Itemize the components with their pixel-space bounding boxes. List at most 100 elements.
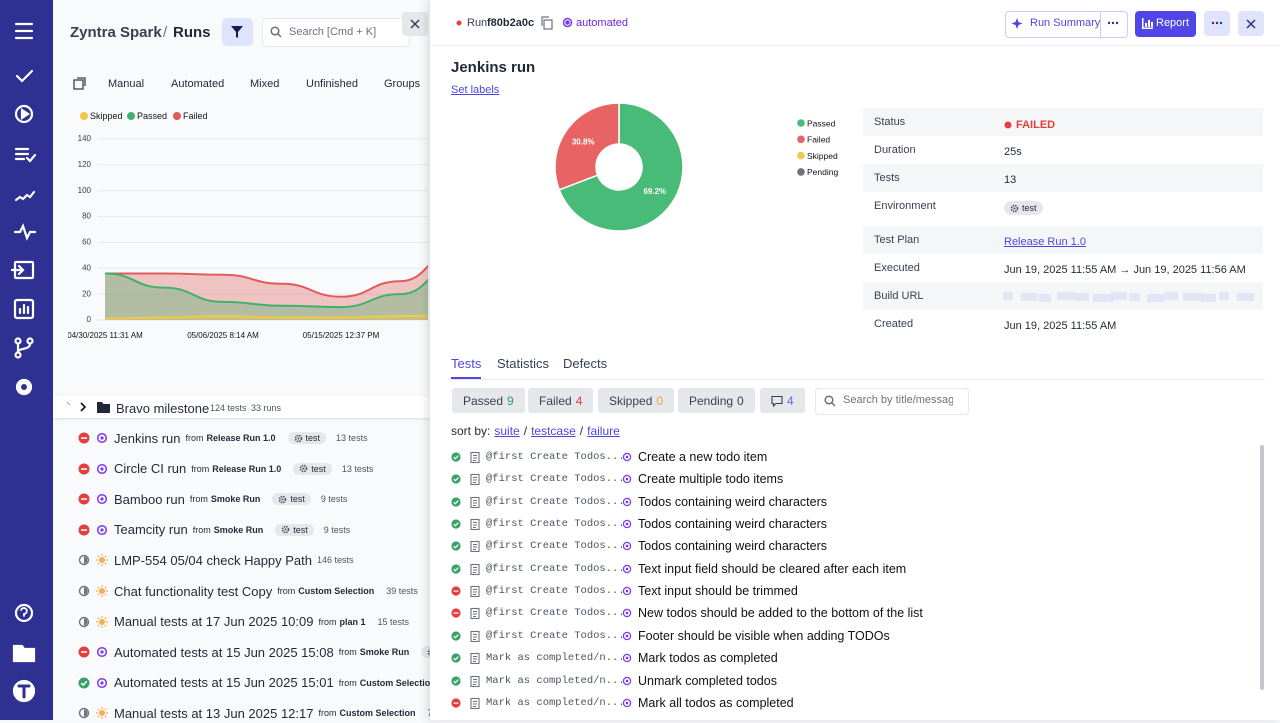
filter-chip[interactable]: Pending0	[678, 388, 755, 413]
blurred-url	[1075, 293, 1089, 301]
run-row[interactable]: Manual tests at 17 Jun 2025 10:09frompla…	[78, 612, 430, 632]
detail-value: Jun 19, 2025 11:55 AM → Jun 19, 2025 11:…	[1004, 264, 1246, 276]
tab[interactable]: Groups	[384, 78, 420, 90]
filter-count: 0	[737, 394, 744, 408]
icon-shape	[471, 520, 479, 530]
set-labels[interactable]: Set labels	[451, 84, 499, 96]
icon-shape	[100, 651, 103, 654]
icon-shape	[81, 468, 87, 470]
detail-value: Jun 19, 2025 11:55 AM	[1004, 320, 1116, 332]
test-suite: @first Create Todos...	[486, 451, 622, 463]
icon-shape	[473, 523, 477, 528]
test-row[interactable]: @first Create Todos...Create multiple to…	[451, 469, 1251, 489]
run-row[interactable]: Circle CI runfromRelease Run 1.0test13 t…	[78, 459, 430, 479]
tab[interactable]: Unfinished	[306, 78, 358, 90]
y-tick-label: 80	[82, 212, 91, 221]
test-tab[interactable]: Tests	[451, 356, 481, 371]
test-row[interactable]: @first Create Todos...Create a new todo …	[451, 447, 1251, 467]
run-row[interactable]: LMP-554 05/04 check Happy Path146 tests	[78, 550, 430, 570]
run-name: Bamboo run	[114, 492, 185, 507]
test-row[interactable]: @first Create Todos...Text input field s…	[451, 559, 1251, 579]
run-row[interactable]: Manual tests at 13 Jun 2025 12:17fromCus…	[78, 703, 430, 723]
filter-chip[interactable]: Failed4	[528, 388, 593, 413]
icon-shape	[451, 519, 460, 528]
manual-icon	[96, 616, 108, 628]
run-row[interactable]: Chat functionality test CopyfromCustom S…	[78, 581, 430, 601]
scrollbar	[1260, 445, 1264, 690]
filter-chip[interactable]: Passed9	[452, 388, 525, 413]
run-row[interactable]: Automated tests at 15 Jun 2025 15:08from…	[78, 642, 430, 662]
milestone-icons	[66, 400, 112, 414]
run-name: Jenkins run	[114, 431, 180, 446]
passed-icon	[451, 564, 461, 574]
test-row[interactable]: Mark as completed/n...Mark todos as comp…	[451, 648, 1251, 668]
search-icon	[270, 26, 282, 38]
test-row[interactable]: @first Create Todos...Footer should be v…	[451, 626, 1251, 646]
detail-row	[863, 136, 1263, 164]
test-row[interactable]: Mark as completed/n...Mark all todos as …	[451, 693, 1251, 713]
x-tick-label: 05/06/2025 8:14 AM	[187, 331, 259, 340]
y-tick-label: 100	[78, 186, 92, 195]
detail-label: Status	[874, 116, 905, 128]
run-row[interactable]: Jenkins runfromRelease Run 1.0test13 tes…	[78, 428, 430, 448]
test-tab[interactable]: Defects	[563, 356, 607, 371]
icon-shape	[100, 467, 103, 470]
manual-icon	[96, 585, 108, 597]
detail-link[interactable]: Release Run 1.0	[1004, 236, 1086, 248]
copy-icon[interactable]	[540, 16, 553, 30]
automated-icon	[622, 653, 632, 663]
run-name: Teamcity run	[114, 522, 188, 537]
tag-label: test	[306, 433, 321, 443]
icon-shape	[473, 612, 477, 617]
filter-chip[interactable]: Skipped0	[598, 388, 674, 413]
test-row[interactable]: Mark as completed/n...Unmark completed t…	[451, 671, 1251, 691]
detail-label: Executed	[874, 262, 920, 274]
legend-dot	[127, 112, 135, 120]
icon-shape	[99, 557, 105, 563]
filter-count: 4	[576, 394, 583, 408]
test-tab[interactable]: Statistics	[497, 356, 549, 371]
run-row[interactable]: Bamboo runfromSmoke Runtest9 tests	[78, 489, 430, 509]
clip-icon	[469, 563, 481, 575]
test-suite: Mark as completed/n...	[486, 697, 622, 709]
tag: test	[272, 493, 311, 505]
icon-shape	[99, 588, 105, 594]
y-tick-label: 60	[82, 238, 91, 247]
test-row[interactable]: @first Create Todos...Text input should …	[451, 581, 1251, 601]
icon-shape	[473, 545, 477, 550]
test-row[interactable]: @first Create Todos...New todos should b…	[451, 603, 1251, 623]
icon-shape	[285, 529, 287, 531]
clip-icon	[469, 630, 481, 642]
test-row[interactable]: @first Create Todos...Todos containing w…	[451, 492, 1251, 512]
run-tests: 9 tests	[324, 525, 351, 535]
sort-separator: /	[580, 424, 583, 438]
clip-icon	[469, 473, 481, 485]
run-row[interactable]: Automated tests at 15 Jun 2025 15:01from…	[78, 673, 430, 693]
sort-option[interactable]: suite	[494, 424, 519, 438]
test-row[interactable]: @first Create Todos...Todos containing w…	[451, 514, 1251, 534]
detail-label: Tests	[874, 172, 900, 184]
failed-icon	[78, 463, 90, 475]
tab[interactable]: Automated	[171, 78, 224, 90]
clip-icon	[469, 585, 481, 597]
sort-option[interactable]: failure	[587, 424, 620, 438]
tab[interactable]: Mixed	[250, 78, 279, 90]
test-suite: @first Create Todos...	[486, 607, 622, 619]
test-row[interactable]: @first Create Todos...Todos containing w…	[451, 536, 1251, 556]
legend-label: Failed	[183, 111, 208, 121]
clip-icon	[469, 451, 481, 463]
from: from	[191, 464, 209, 474]
icon-shape	[471, 453, 479, 463]
automated-icon	[622, 474, 632, 484]
icon-shape	[451, 654, 460, 663]
comment-icon	[771, 395, 783, 407]
icon-shape	[626, 590, 629, 593]
tab[interactable]: Manual	[108, 78, 144, 90]
filter-chip[interactable]: 4	[760, 388, 805, 413]
sort-option[interactable]: testcase	[531, 424, 576, 438]
run-row[interactable]: Teamcity runfromSmoke Runtest9 tests	[78, 520, 430, 540]
test-suite: @first Create Todos...	[486, 563, 622, 575]
icon-shape	[471, 676, 479, 686]
from: from	[318, 617, 336, 627]
